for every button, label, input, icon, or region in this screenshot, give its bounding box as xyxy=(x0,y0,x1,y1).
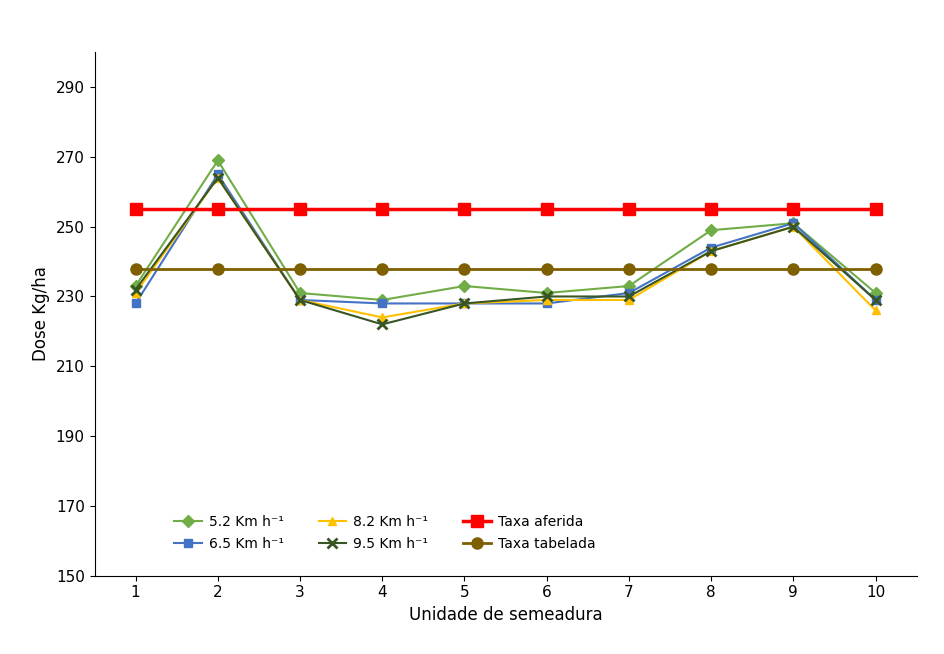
Line: 8.2 Km h⁻¹: 8.2 Km h⁻¹ xyxy=(131,174,879,322)
9.5 Km h⁻¹ xyxy=(211,174,224,182)
8.2 Km h⁻¹ xyxy=(458,300,469,307)
Taxa aferida xyxy=(295,205,306,213)
Taxa aferida xyxy=(458,205,469,213)
Taxa tabelada xyxy=(540,265,551,273)
9.5 Km h⁻¹ xyxy=(787,223,799,231)
Taxa tabelada xyxy=(623,265,634,273)
6.5 Km h⁻¹ xyxy=(868,296,880,304)
6.5 Km h⁻¹ xyxy=(787,219,799,227)
Taxa tabelada xyxy=(868,265,880,273)
Taxa tabelada xyxy=(376,265,387,273)
8.2 Km h⁻¹ xyxy=(540,296,551,304)
Taxa tabelada xyxy=(129,265,142,273)
5.2 Km h⁻¹ xyxy=(540,289,551,297)
5.2 Km h⁻¹ xyxy=(623,282,634,290)
8.2 Km h⁻¹ xyxy=(787,223,799,231)
Taxa aferida xyxy=(787,205,799,213)
Line: 9.5 Km h⁻¹: 9.5 Km h⁻¹ xyxy=(130,173,880,329)
8.2 Km h⁻¹ xyxy=(868,307,880,315)
Line: Taxa aferida: Taxa aferida xyxy=(130,204,880,215)
5.2 Km h⁻¹ xyxy=(704,226,716,234)
9.5 Km h⁻¹ xyxy=(540,292,551,300)
8.2 Km h⁻¹ xyxy=(376,313,387,321)
9.5 Km h⁻¹ xyxy=(868,296,880,304)
Taxa tabelada xyxy=(704,265,716,273)
8.2 Km h⁻¹ xyxy=(129,289,142,297)
6.5 Km h⁻¹ xyxy=(295,296,306,304)
Taxa tabelada xyxy=(458,265,469,273)
Line: Taxa tabelada: Taxa tabelada xyxy=(130,263,880,274)
Taxa aferida xyxy=(540,205,551,213)
6.5 Km h⁻¹ xyxy=(458,300,469,307)
5.2 Km h⁻¹ xyxy=(458,282,469,290)
Taxa tabelada xyxy=(211,265,224,273)
Taxa aferida xyxy=(704,205,716,213)
5.2 Km h⁻¹ xyxy=(295,289,306,297)
X-axis label: Unidade de semeadura: Unidade de semeadura xyxy=(409,606,601,624)
9.5 Km h⁻¹ xyxy=(623,292,634,300)
Legend: 5.2 Km h⁻¹, 6.5 Km h⁻¹, 8.2 Km h⁻¹, 9.5 Km h⁻¹, Taxa aferida, Taxa tabelada: 5.2 Km h⁻¹, 6.5 Km h⁻¹, 8.2 Km h⁻¹, 9.5 … xyxy=(167,508,601,558)
9.5 Km h⁻¹ xyxy=(129,286,142,294)
6.5 Km h⁻¹ xyxy=(129,300,142,307)
Taxa aferida xyxy=(211,205,224,213)
5.2 Km h⁻¹ xyxy=(787,219,799,227)
Taxa aferida xyxy=(868,205,880,213)
8.2 Km h⁻¹ xyxy=(295,296,306,304)
Taxa tabelada xyxy=(295,265,306,273)
9.5 Km h⁻¹ xyxy=(295,296,306,304)
Taxa tabelada xyxy=(787,265,799,273)
Taxa aferida xyxy=(623,205,634,213)
8.2 Km h⁻¹ xyxy=(623,296,634,304)
5.2 Km h⁻¹ xyxy=(376,296,387,304)
9.5 Km h⁻¹ xyxy=(458,300,469,307)
Taxa aferida xyxy=(129,205,142,213)
6.5 Km h⁻¹ xyxy=(211,171,224,179)
6.5 Km h⁻¹ xyxy=(540,300,551,307)
9.5 Km h⁻¹ xyxy=(376,320,387,328)
5.2 Km h⁻¹ xyxy=(868,289,880,297)
6.5 Km h⁻¹ xyxy=(704,244,716,252)
Line: 6.5 Km h⁻¹: 6.5 Km h⁻¹ xyxy=(131,170,879,307)
Y-axis label: Dose Kg/ha: Dose Kg/ha xyxy=(32,266,50,362)
5.2 Km h⁻¹ xyxy=(211,156,224,164)
6.5 Km h⁻¹ xyxy=(623,289,634,297)
Line: 5.2 Km h⁻¹: 5.2 Km h⁻¹ xyxy=(131,156,879,304)
8.2 Km h⁻¹ xyxy=(211,174,224,182)
9.5 Km h⁻¹ xyxy=(704,247,716,255)
Taxa aferida xyxy=(376,205,387,213)
5.2 Km h⁻¹ xyxy=(129,282,142,290)
6.5 Km h⁻¹ xyxy=(376,300,387,307)
8.2 Km h⁻¹ xyxy=(704,247,716,255)
